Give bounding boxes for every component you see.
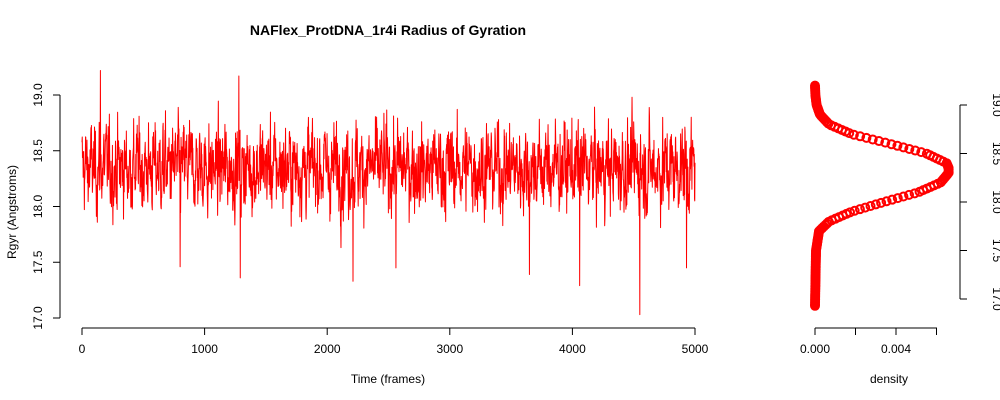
density-point bbox=[810, 80, 820, 91]
density-point bbox=[848, 129, 859, 140]
x-tick-label: 5000 bbox=[682, 342, 709, 356]
density-point bbox=[916, 147, 927, 158]
y-axis-ticks: 17.0 17.5 18.0 18.5 19.0 bbox=[31, 83, 60, 330]
density-point bbox=[892, 140, 903, 151]
density-point bbox=[876, 197, 887, 208]
x-tick-label: 4000 bbox=[559, 342, 586, 356]
x-tick-label: 3000 bbox=[436, 342, 463, 356]
x-tick-label: 0 bbox=[79, 342, 86, 356]
density-y-tick-label: 17.0 bbox=[990, 287, 1000, 311]
y-axis-label: Rgyr (Angstroms) bbox=[5, 165, 19, 259]
density-x-axis-ticks: 0.000 0.004 bbox=[800, 328, 937, 356]
density-x-tick-label: 0.004 bbox=[881, 342, 911, 356]
density-point bbox=[867, 134, 878, 145]
density-point bbox=[886, 139, 897, 150]
density-point bbox=[898, 142, 909, 153]
density-y-tick-label: 18.5 bbox=[990, 142, 1000, 166]
density-point bbox=[881, 196, 892, 207]
density-x-tick-label: 0.000 bbox=[800, 342, 830, 356]
density-point bbox=[887, 194, 898, 205]
density-point bbox=[880, 137, 891, 148]
density-point bbox=[861, 132, 872, 143]
density-x-axis-label: density bbox=[870, 372, 908, 386]
density-point bbox=[910, 145, 921, 156]
density-point bbox=[904, 143, 915, 154]
density-point bbox=[873, 136, 884, 147]
x-tick-label: 2000 bbox=[314, 342, 341, 356]
y-tick-label: 17.5 bbox=[31, 250, 45, 274]
density-y-axis-ticks: 17.0 17.5 18.0 18.5 19.0 bbox=[960, 93, 1000, 311]
density-point bbox=[860, 202, 871, 213]
density-point bbox=[904, 189, 915, 200]
density-point bbox=[855, 131, 866, 142]
y-tick-label: 19.0 bbox=[31, 83, 45, 107]
density-point bbox=[909, 188, 920, 199]
density-point bbox=[870, 199, 881, 210]
timeseries-panel: 0 1000 2000 3000 4000 5000 17.0 17.5 18.0 18.5 19… bbox=[5, 69, 709, 386]
density-y-tick-label: 19.0 bbox=[990, 93, 1000, 117]
density-y-tick-label: 17.5 bbox=[990, 239, 1000, 263]
density-panel: 0.000 0.004 17.0 17.5 18.0 18.5 19.0 density bbox=[800, 80, 1000, 386]
rgyr-series-line bbox=[81, 69, 696, 316]
y-tick-label: 18.0 bbox=[31, 194, 45, 218]
density-points bbox=[810, 80, 954, 311]
y-tick-label: 17.0 bbox=[31, 306, 45, 330]
density-point bbox=[921, 148, 932, 159]
density-point bbox=[854, 204, 865, 215]
density-point bbox=[898, 191, 909, 202]
density-point bbox=[845, 207, 856, 218]
density-point bbox=[849, 205, 860, 216]
y-tick-label: 18.5 bbox=[31, 139, 45, 163]
density-y-tick-label: 18.0 bbox=[990, 190, 1000, 214]
x-tick-label: 1000 bbox=[191, 342, 218, 356]
density-point bbox=[865, 200, 876, 211]
density-point bbox=[892, 193, 903, 204]
x-axis-ticks: 0 1000 2000 3000 4000 5000 bbox=[79, 328, 709, 356]
x-axis-label: Time (frames) bbox=[351, 372, 425, 386]
chart-title: NAFlex_ProtDNA_1r4i Radius of Gyration bbox=[250, 22, 526, 38]
